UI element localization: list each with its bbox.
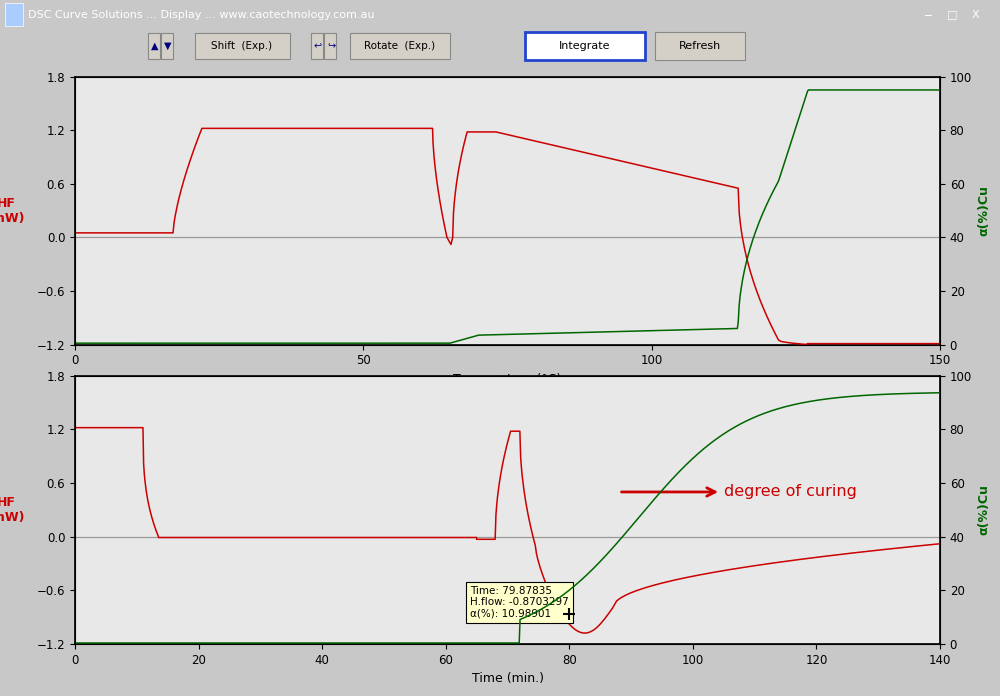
Bar: [161, 33, 173, 59]
Text: DSC Curve Solutions ... Display ... www.caotechnology.com.au: DSC Curve Solutions ... Display ... www.…: [28, 10, 374, 19]
Text: X: X: [971, 10, 979, 19]
Text: Time: 79.87835
H.flow: -0.8703297
α(%): 10.98901: Time: 79.87835 H.flow: -0.8703297 α(%): …: [470, 586, 569, 619]
Text: Rotate  (Exp.): Rotate (Exp.): [364, 41, 436, 51]
Bar: [525, 32, 645, 60]
Bar: [655, 32, 745, 60]
Bar: [148, 33, 160, 59]
Bar: [350, 33, 450, 59]
Text: degree of curing: degree of curing: [621, 484, 857, 500]
Text: Integrate: Integrate: [559, 41, 611, 51]
Text: ↪: ↪: [327, 41, 335, 51]
Text: ▲: ▲: [151, 41, 159, 51]
X-axis label: Time (min.): Time (min.): [472, 672, 544, 685]
Text: Shift  (Exp.): Shift (Exp.): [211, 41, 273, 51]
Text: Refresh: Refresh: [679, 41, 721, 51]
Bar: [311, 33, 323, 59]
Text: ─: ─: [925, 10, 931, 19]
Text: ↩: ↩: [314, 41, 322, 51]
Y-axis label: HF
(mW): HF (mW): [0, 496, 25, 524]
Bar: [324, 33, 336, 59]
X-axis label: Temperature (°C): Temperature (°C): [453, 373, 562, 386]
Text: ▼: ▼: [164, 41, 172, 51]
Bar: [5, 3, 23, 26]
Y-axis label: α(%)Cu: α(%)Cu: [978, 185, 991, 236]
Y-axis label: HF
(mW): HF (mW): [0, 196, 25, 225]
Text: □: □: [947, 10, 957, 19]
Bar: [195, 33, 290, 59]
Y-axis label: α(%)Cu: α(%)Cu: [978, 484, 991, 535]
